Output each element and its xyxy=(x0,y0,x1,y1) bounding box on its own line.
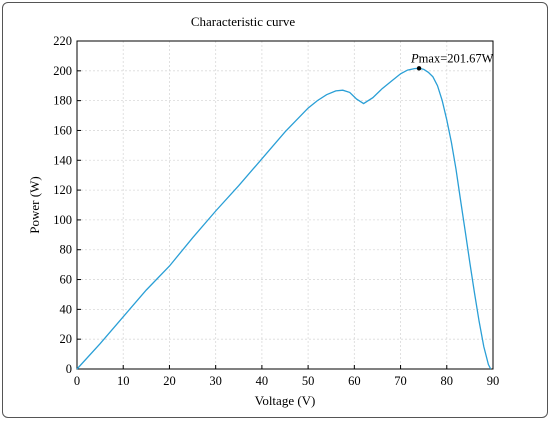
y-tick-label: 140 xyxy=(53,153,72,167)
y-axis: 0 20 40 60 80 100 120 140 160 180 200 220 xyxy=(53,34,81,376)
x-tick-label: 40 xyxy=(256,374,269,388)
y-tick-label: 180 xyxy=(53,94,72,108)
x-axis: 0 10 20 30 40 50 60 70 80 90 xyxy=(74,365,499,388)
y-tick-label: 0 xyxy=(66,362,72,376)
y-axis-label: Power (W) xyxy=(27,176,42,233)
x-tick-label: 80 xyxy=(441,374,454,388)
pmax-marker xyxy=(416,66,422,71)
y-tick-label: 40 xyxy=(60,302,73,316)
pmax-label: Pmax=201.67W xyxy=(410,51,494,65)
power-curve xyxy=(76,67,492,370)
x-tick-label: 70 xyxy=(394,374,407,388)
y-tick-label: 100 xyxy=(53,213,72,227)
x-tick-label: 60 xyxy=(348,374,361,388)
x-tick-label: 30 xyxy=(209,374,222,388)
y-tick-label: 60 xyxy=(60,273,73,287)
grid xyxy=(77,41,493,369)
chart-frame: Characteristic curve 0 10 20 30 40 50 60 70 80 90… xyxy=(2,2,548,418)
x-tick-label: 20 xyxy=(163,374,176,388)
x-tick-label: 0 xyxy=(74,374,80,388)
x-axis-label: Voltage (V) xyxy=(255,393,316,408)
chart-title: Characteristic curve xyxy=(191,14,296,29)
y-tick-label: 220 xyxy=(53,34,72,48)
x-tick-label: 90 xyxy=(487,374,500,388)
y-tick-label: 80 xyxy=(60,243,73,257)
plot-area-border xyxy=(76,40,494,370)
y-tick-label: 120 xyxy=(53,183,72,197)
x-tick-label: 10 xyxy=(117,374,130,388)
pmax-label-rest: max=201.67W xyxy=(419,51,494,65)
y-tick-label: 200 xyxy=(53,64,72,78)
pmax-label-italic: P xyxy=(410,51,419,65)
x-tick-label: 50 xyxy=(302,374,315,388)
y-tick-label: 160 xyxy=(53,123,72,137)
y-tick-label: 20 xyxy=(60,332,73,346)
chart: Characteristic curve 0 10 20 30 40 50 60 70 80 90… xyxy=(27,14,499,408)
